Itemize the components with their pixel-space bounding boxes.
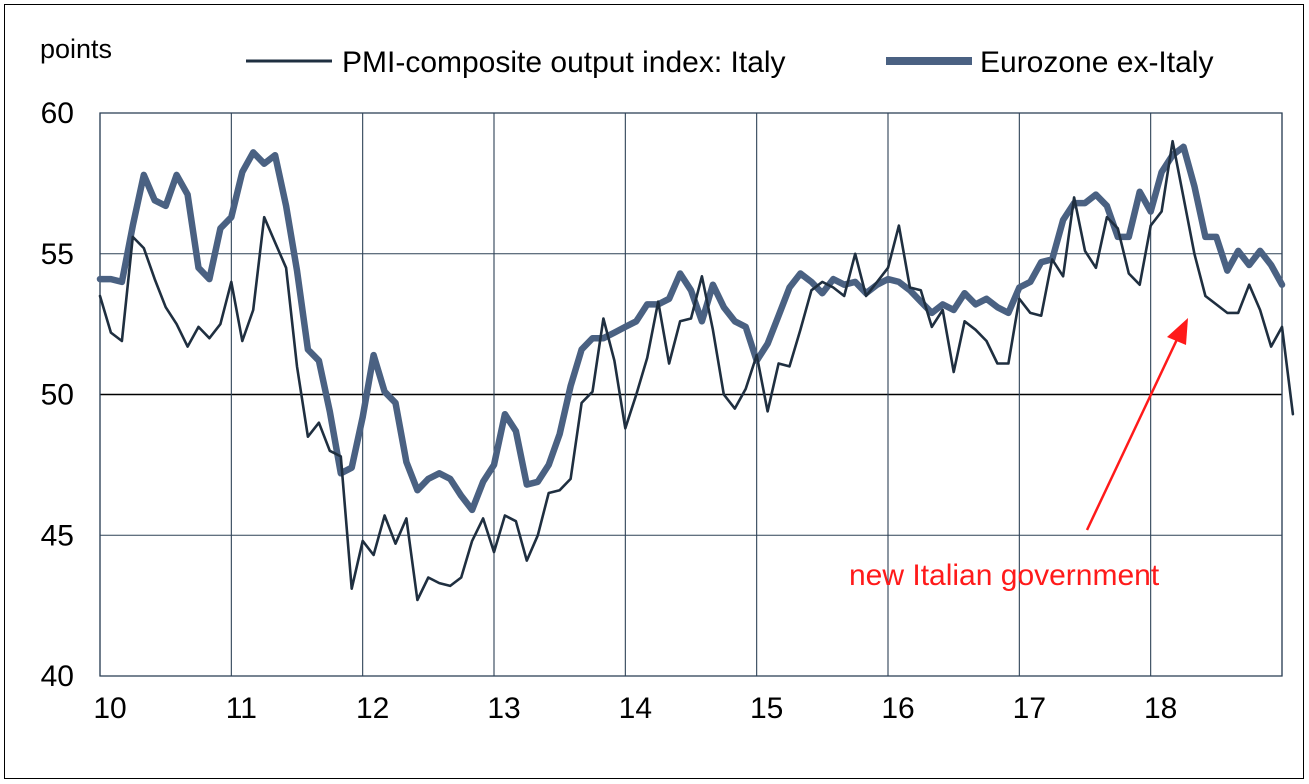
x-tick-labels: 10 11 12 13 14 15 16 17 18 bbox=[93, 692, 1177, 725]
x-tick-label: 10 bbox=[93, 692, 126, 725]
plot-border bbox=[99, 112, 1283, 677]
series-line-italy bbox=[98, 139, 1295, 602]
legend-label-italy: PMI-composite output index: Italy bbox=[342, 46, 786, 79]
x-tick-label: 18 bbox=[1144, 692, 1177, 725]
x-tick-label: 14 bbox=[619, 692, 652, 725]
legend-label-eurozone: Eurozone ex-Italy bbox=[980, 46, 1213, 79]
y-tick-label: 60 bbox=[41, 97, 74, 130]
x-tick-label: 12 bbox=[356, 692, 389, 725]
y-tick-label: 45 bbox=[41, 519, 74, 552]
legend: PMI-composite output index: Italy Eurozo… bbox=[246, 46, 1213, 79]
series-points-eurozone bbox=[99, 146, 1283, 510]
annotation-arrow-head bbox=[1167, 318, 1188, 345]
x-tick-label: 17 bbox=[1013, 692, 1046, 725]
x-tick-label: 11 bbox=[226, 692, 257, 725]
x-tick-label: 15 bbox=[750, 692, 783, 725]
y-tick-labels: 40 45 50 55 60 bbox=[41, 97, 74, 693]
annotation-label: new Italian government bbox=[849, 559, 1160, 592]
y-tick-label: 40 bbox=[41, 660, 74, 693]
x-tick-label: 16 bbox=[881, 692, 914, 725]
y-tick-label: 50 bbox=[41, 379, 74, 412]
series-points-italy bbox=[99, 141, 1293, 601]
y-axis-unit-label: points bbox=[40, 34, 112, 64]
y-tick-label: 55 bbox=[41, 238, 74, 271]
annotation-arrow bbox=[1085, 332, 1182, 531]
series-lines bbox=[96, 139, 1295, 602]
x-tick-label: 13 bbox=[487, 692, 520, 725]
annotation: new Italian government bbox=[849, 318, 1188, 592]
